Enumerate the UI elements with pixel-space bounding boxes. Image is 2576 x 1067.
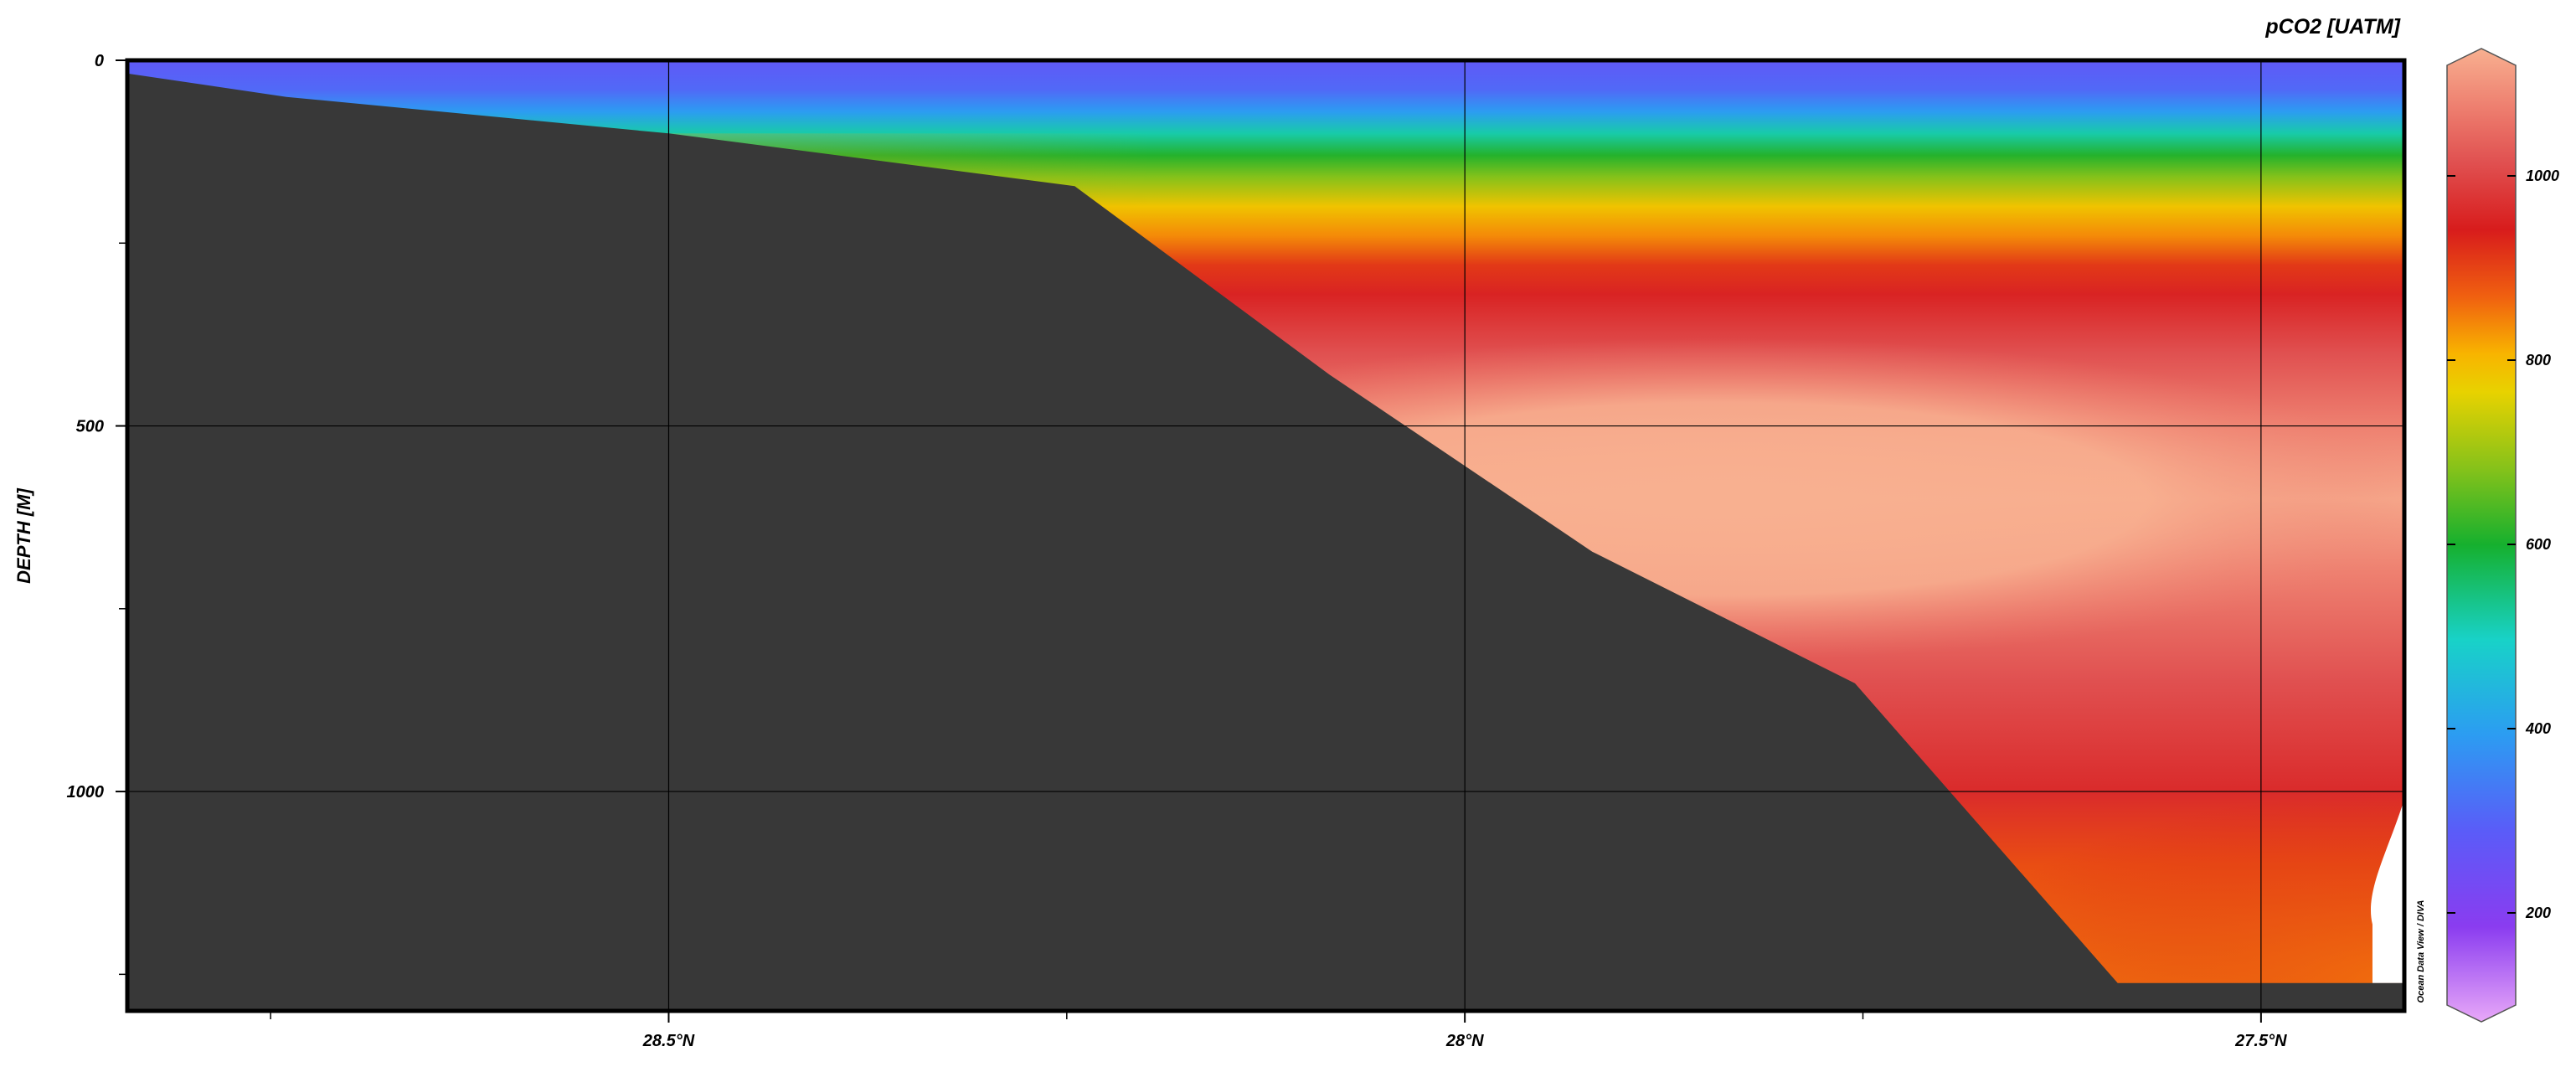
y-axis-title: DEPTH [M] bbox=[13, 488, 34, 584]
y-tick-label: 0 bbox=[95, 52, 104, 70]
plot-frame bbox=[125, 58, 2407, 1013]
credit-text: Ocean Data View / DIVA bbox=[2416, 900, 2426, 1003]
x-tick-label: 27.5°N bbox=[2234, 1032, 2287, 1050]
x-tick-label: 28°N bbox=[1445, 1032, 1484, 1050]
colorbar-tick-label: 400 bbox=[2525, 720, 2551, 737]
colorbar-tick-label: 600 bbox=[2526, 536, 2551, 553]
pco2-field bbox=[127, 60, 2404, 1011]
colorbar-tick-label: 800 bbox=[2526, 352, 2551, 369]
colorbar-tick-label: 200 bbox=[2525, 905, 2551, 921]
colorbar bbox=[2446, 48, 2517, 1023]
y-tick-label: 1000 bbox=[67, 783, 105, 802]
y-tick-label: 500 bbox=[76, 418, 104, 436]
colorbar-tick-label: 1000 bbox=[2526, 168, 2559, 184]
data-gap-region bbox=[2370, 798, 2404, 983]
x-tick-label: 28.5°N bbox=[642, 1032, 695, 1050]
colorbar-title: pCO2 [UATM] bbox=[2264, 15, 2401, 39]
seafloor-bathymetry bbox=[127, 73, 2404, 1011]
